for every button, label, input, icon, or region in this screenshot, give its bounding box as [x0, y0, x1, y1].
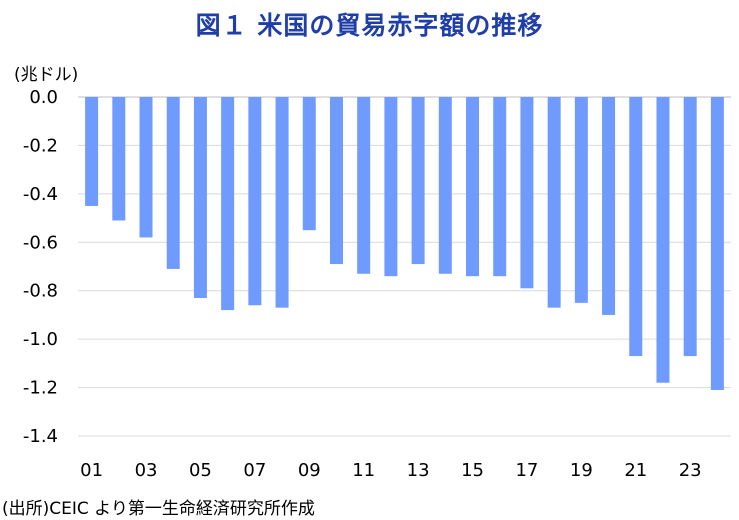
bar-11	[357, 97, 371, 274]
x-tick-label: 11	[352, 460, 375, 481]
y-tick-label: -0.2	[23, 135, 58, 156]
bar-12	[384, 97, 398, 277]
bar-14	[438, 97, 452, 274]
trade-deficit-bar-chart: 0.0 -0.2 -0.4 -0.6 -0.8 -1.0 -1.2 -1.4 01 03 05 07 0…	[23, 87, 731, 481]
y-tick-label: -1.0	[23, 329, 58, 350]
source-note: (出所)CEIC より第一生命経済研究所作成	[2, 499, 315, 519]
bar-21	[629, 97, 643, 357]
y-tick-label: 0.0	[29, 87, 58, 108]
y-axis-unit-label: (兆ドル)	[14, 65, 79, 85]
x-tick-label: 05	[189, 460, 212, 481]
bar-19	[574, 97, 588, 303]
x-tick-label: 09	[298, 460, 321, 481]
y-tick-label: -1.2	[23, 378, 58, 399]
bar-13	[411, 97, 425, 265]
x-tick-label: 23	[679, 460, 702, 481]
bar-05	[193, 97, 207, 298]
bar-24	[710, 97, 724, 390]
x-tick-label: 17	[515, 460, 538, 481]
bar-07	[248, 97, 262, 306]
x-tick-label: 19	[570, 460, 593, 481]
x-tick-label: 07	[243, 460, 266, 481]
bar-06	[221, 97, 235, 311]
x-tick-label: 21	[624, 460, 647, 481]
y-tick-label: -0.6	[23, 232, 58, 253]
bar-09	[302, 97, 316, 231]
bar-23	[683, 97, 697, 357]
y-tick-label: -1.4	[23, 426, 58, 447]
y-tick-label: -0.8	[23, 281, 58, 302]
chart-title: 図１ 米国の貿易赤字額の推移	[195, 11, 544, 40]
y-tick-label: -0.4	[23, 184, 58, 205]
bar-01	[85, 97, 99, 206]
bar-16	[493, 97, 507, 277]
bar-15	[466, 97, 480, 277]
bar-18	[547, 97, 561, 308]
bar-17	[520, 97, 534, 289]
x-tick-label: 13	[407, 460, 430, 481]
bar-22	[656, 97, 670, 383]
x-tick-label: 15	[461, 460, 484, 481]
bar-08	[275, 97, 289, 308]
bar-20	[602, 97, 616, 315]
x-tick-label: 01	[80, 460, 103, 481]
bar-04	[166, 97, 180, 269]
x-tick-label: 03	[135, 460, 158, 481]
bar-10	[329, 97, 343, 265]
bar-02	[112, 97, 126, 221]
bar-03	[139, 97, 153, 238]
